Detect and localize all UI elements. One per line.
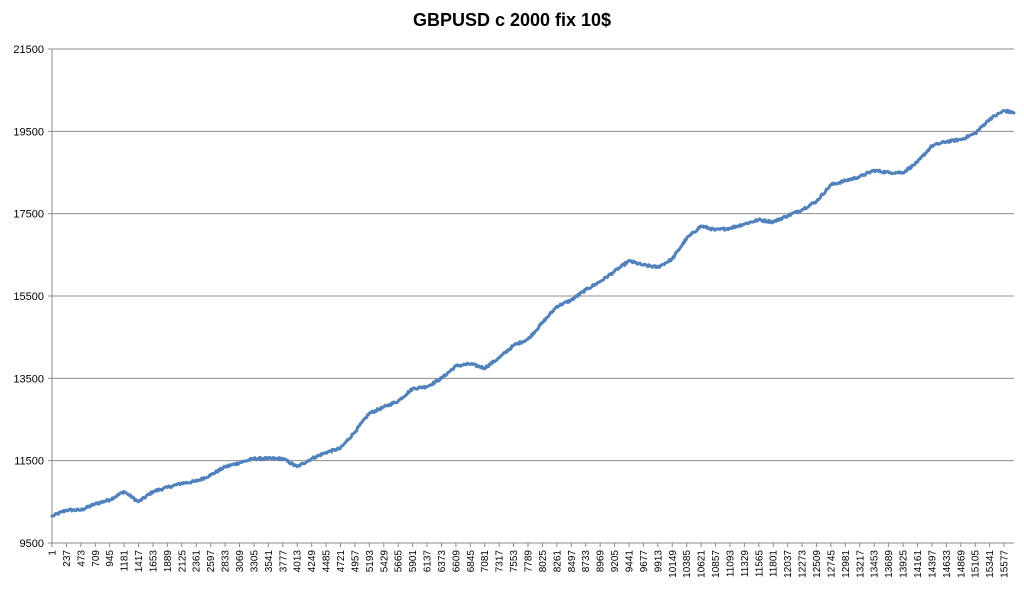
x-tick-label: 5193 [365, 550, 376, 573]
y-tick-label: 17500 [13, 209, 44, 221]
y-tick-label: 13500 [13, 373, 44, 385]
x-tick-label: 2597 [206, 550, 217, 573]
x-tick-label: 12273 [798, 550, 809, 578]
x-tick-label: 4485 [322, 550, 333, 573]
x-tick-label: 2361 [192, 550, 203, 573]
x-tick-label: 473 [76, 550, 87, 567]
x-tick-label: 9913 [653, 550, 664, 573]
x-tick-label: 7789 [524, 550, 535, 573]
y-tick-label: 9500 [20, 538, 44, 550]
x-tick-label: 9677 [639, 550, 650, 573]
x-tick-label: 1889 [163, 550, 174, 573]
x-tick-label: 9205 [610, 550, 621, 573]
x-tick-label: 7317 [495, 550, 506, 573]
x-tick-label: 10621 [697, 550, 708, 578]
x-tick-label: 14633 [942, 550, 953, 578]
axes [48, 48, 1014, 547]
x-tick-label: 5901 [408, 550, 419, 573]
x-tick-label: 4957 [350, 550, 361, 573]
x-tick-label: 13453 [870, 550, 881, 578]
x-tick-label: 4013 [293, 550, 304, 573]
x-tick-label: 10385 [682, 550, 693, 578]
x-tick-label: 14161 [913, 550, 924, 578]
x-tick-label: 945 [105, 550, 116, 567]
x-tick-label: 1417 [134, 550, 145, 573]
x-tick-label: 10149 [668, 550, 679, 578]
x-tick-label: 1181 [120, 550, 131, 572]
x-tick-label: 11565 [754, 550, 765, 578]
x-tick-label: 6373 [437, 550, 448, 573]
chart-title: GBPUSD c 2000 fix 10$ [412, 10, 612, 30]
x-tick-label: 6609 [451, 550, 462, 573]
x-tick-label: 15341 [985, 550, 996, 578]
x-tick-label: 5429 [379, 550, 390, 573]
x-tick-label: 12509 [812, 550, 823, 578]
y-axis-tick-labels: 9500 11500 13500 15500 17500 19500 21500 [13, 44, 44, 550]
x-tick-label: 8497 [567, 550, 578, 573]
x-tick-label: 15105 [971, 550, 982, 578]
x-tick-label: 4249 [307, 550, 318, 573]
x-tick-label: 6137 [423, 550, 434, 573]
x-tick-label: 14397 [927, 550, 938, 578]
x-tick-label: 12981 [841, 550, 852, 578]
x-tick-label: 3069 [235, 550, 246, 573]
x-tick-label: 1 [48, 550, 59, 556]
x-tick-label: 13925 [899, 550, 910, 578]
series-line [50, 108, 1016, 518]
x-tick-label: 6845 [466, 550, 477, 573]
x-tick-label: 13217 [855, 550, 866, 578]
x-tick-label: 14869 [956, 550, 967, 578]
x-tick-label: 7553 [509, 550, 520, 573]
y-tick-label: 21500 [13, 44, 44, 56]
x-tick-label: 1653 [148, 550, 159, 573]
x-tick-label: 8261 [552, 550, 563, 573]
x-tick-label: 12037 [783, 550, 794, 578]
x-tick-label: 8733 [581, 550, 592, 573]
x-tick-label: 709 [91, 550, 102, 567]
x-tick-label: 3541 [264, 550, 275, 573]
x-tick-label: 9441 [624, 550, 635, 573]
gridlines [52, 48, 1014, 544]
x-tick-label: 10857 [711, 550, 722, 578]
x-tick-label: 7081 [480, 550, 491, 573]
x-tick-label: 15577 [1000, 550, 1011, 578]
x-axis-tick-labels: 1 237 473 709 945 1181 1417 1653 1889 2125 2361 259… [48, 550, 1011, 578]
series-layer [50, 108, 1016, 518]
x-tick-label: 11801 [769, 550, 780, 578]
y-tick-label: 15500 [13, 291, 44, 303]
x-tick-label: 4721 [336, 550, 347, 573]
x-tick-label: 3777 [278, 550, 289, 573]
y-tick-label: 11500 [14, 456, 44, 468]
x-tick-label: 3305 [249, 550, 260, 573]
x-tick-label: 2833 [221, 550, 232, 573]
x-tick-label: 2125 [177, 550, 188, 573]
x-tick-label: 8969 [596, 550, 607, 573]
x-tick-label: 11093 [725, 550, 736, 578]
x-tick-label: 5665 [394, 550, 405, 573]
x-tick-label: 13689 [884, 550, 895, 578]
x-tick-label: 12745 [826, 550, 837, 578]
x-tick-label: 11329 [740, 550, 751, 578]
x-tick-label: 237 [62, 550, 73, 567]
y-tick-label: 19500 [13, 126, 44, 138]
x-tick-label: 8025 [538, 550, 549, 573]
